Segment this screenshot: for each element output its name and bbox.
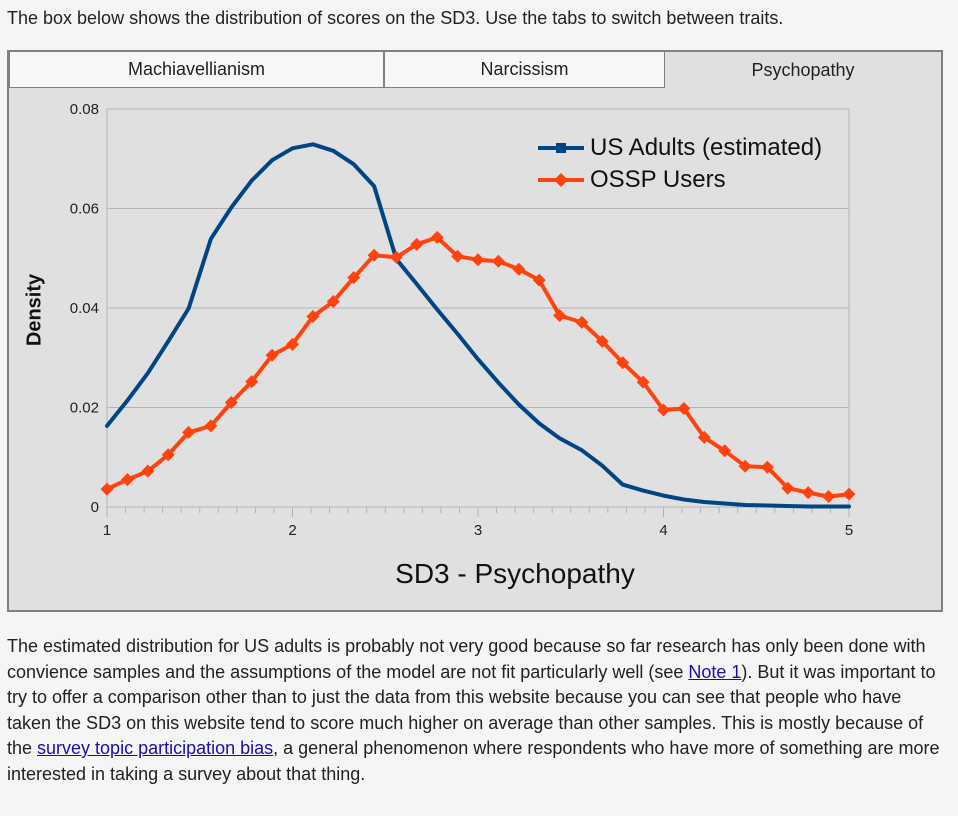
legend-label-us-adults: US Adults (estimated)	[590, 134, 823, 161]
data-point-ossp-users	[224, 396, 238, 410]
data-point-ossp-users	[410, 237, 424, 251]
data-point-ossp-users	[306, 309, 320, 323]
data-point-ossp-users	[286, 337, 299, 351]
data-point-ossp-users	[718, 444, 732, 458]
x-tick-label: 4	[659, 522, 667, 539]
tab-machiavellianism[interactable]: Machiavellianism	[9, 52, 384, 88]
data-point-ossp-users	[657, 403, 670, 417]
legend-swatch-us-adults	[538, 143, 584, 153]
data-point-ossp-users	[182, 425, 196, 439]
markers	[100, 230, 856, 504]
data-point-ossp-users	[471, 253, 485, 267]
legend-item-us-adults: US Adults (estimated)	[536, 132, 822, 164]
y-tick-label: 0.02	[70, 400, 99, 417]
data-point-ossp-users	[451, 249, 465, 263]
series-line-us-adults	[105, 142, 851, 509]
data-point-ossp-users	[512, 262, 526, 276]
data-point-ossp-users	[367, 248, 381, 262]
tab-bar: Machiavellianism Narcissism Psychopathy	[9, 52, 941, 88]
explanation-text-1: The estimated distribution for US adults…	[7, 636, 926, 682]
data-point-ossp-users	[801, 486, 815, 500]
data-point-ossp-users	[616, 356, 630, 370]
tab-narcissism[interactable]: Narcissism	[384, 52, 665, 88]
data-point-ossp-users	[636, 375, 650, 389]
data-point-ossp-users	[120, 473, 134, 487]
data-point-ossp-users	[575, 315, 589, 329]
data-point-ossp-users	[822, 490, 836, 504]
y-tick-label: 0.04	[70, 300, 99, 317]
data-point-ossp-users	[265, 348, 279, 362]
intro-text: The box below shows the distribution of …	[7, 8, 784, 28]
y-tick-label: 0	[91, 499, 99, 516]
data-point-ossp-users	[491, 254, 505, 268]
data-point-ossp-users	[738, 459, 752, 473]
legend-label-ossp-users: OSSP Users	[590, 166, 726, 193]
data-point-ossp-users	[677, 401, 691, 415]
y-axis-title: Density	[23, 273, 46, 347]
data-point-ossp-users	[161, 448, 175, 462]
data-point-ossp-users	[430, 230, 444, 244]
data-point-ossp-users	[347, 271, 361, 285]
explanation-text-3: , a general phenomenon where respondents…	[7, 738, 940, 784]
series-line-ossp-users	[105, 235, 851, 499]
distribution-chart: 0 0.02 0.04 0.06 0.08 1 2 3 4 5	[70, 101, 856, 539]
note-1-link[interactable]: Note 1	[688, 661, 742, 682]
survey-topic-participation-bias-link[interactable]: survey topic participation bias	[37, 738, 274, 758]
x-tick-label: 2	[288, 522, 296, 539]
chart-legend: US Adults (estimated) OSSP Users	[536, 132, 822, 196]
data-point-ossp-users	[141, 464, 155, 478]
data-point-ossp-users	[697, 430, 711, 444]
x-tick-label: 1	[103, 522, 111, 539]
data-point-ossp-users	[532, 273, 546, 287]
trait-tab-panel: Machiavellianism Narcissism Psychopathy …	[7, 50, 943, 612]
series	[105, 142, 851, 509]
data-point-ossp-users	[595, 334, 609, 348]
legend-swatch-ossp-users	[538, 173, 584, 187]
data-point-ossp-users	[326, 295, 340, 309]
y-tick-label: 0.06	[70, 201, 99, 218]
x-tick-label: 3	[474, 522, 482, 539]
data-point-ossp-users	[389, 250, 403, 264]
data-point-ossp-users	[781, 481, 795, 495]
data-point-ossp-users	[553, 308, 567, 322]
x-axis-title: SD3 - Psychopathy	[395, 558, 635, 589]
data-point-ossp-users	[245, 375, 259, 389]
explanation-text-2: ). But it was important to try to offer …	[7, 661, 936, 759]
data-point-ossp-users	[204, 419, 218, 433]
data-point-ossp-users	[842, 487, 856, 501]
legend-item-ossp-users: OSSP Users	[536, 164, 822, 196]
data-point-ossp-users	[760, 460, 774, 474]
tab-psychopathy[interactable]: Psychopathy	[665, 52, 941, 88]
explanation-paragraph: The estimated distribution for US adults…	[7, 634, 947, 787]
data-point-ossp-users	[100, 482, 114, 496]
x-tick-label: 5	[845, 522, 853, 539]
axes: 0 0.02 0.04 0.06 0.08 1 2 3 4 5	[70, 101, 853, 539]
y-tick-label: 0.08	[70, 101, 99, 118]
